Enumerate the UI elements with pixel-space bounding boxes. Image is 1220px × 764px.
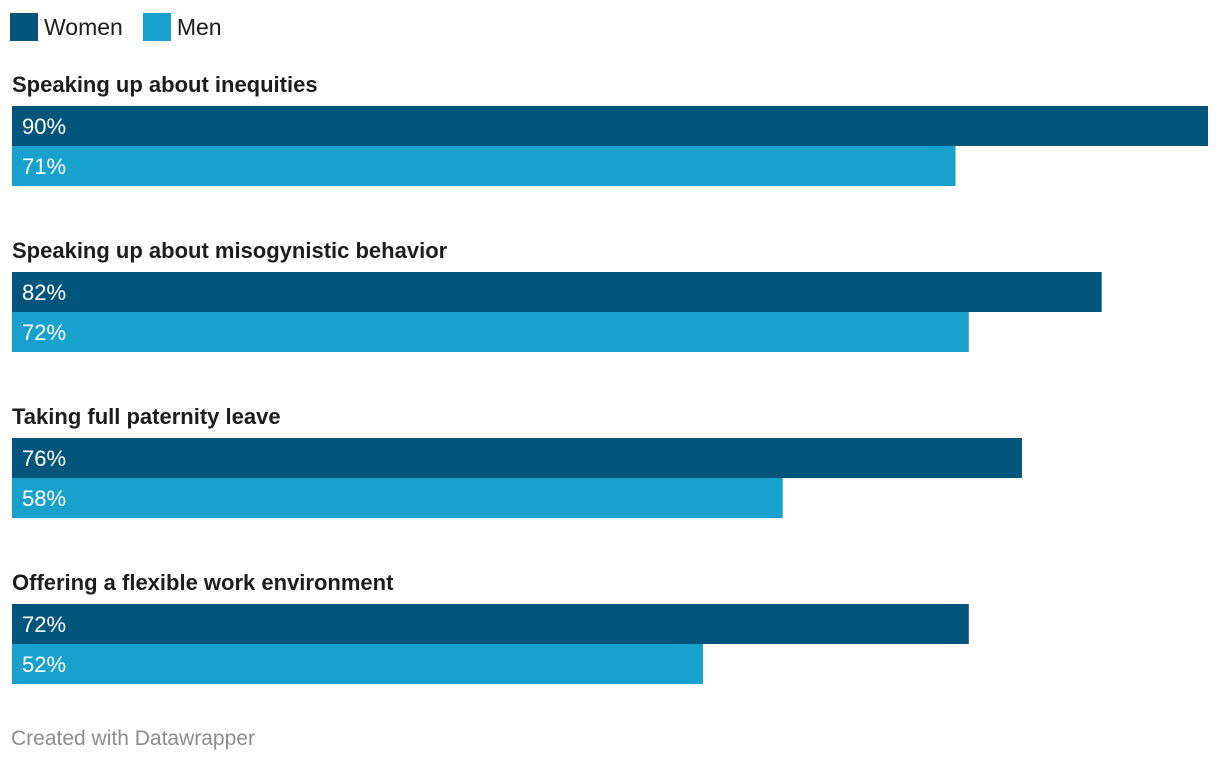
legend-item-women: Women bbox=[10, 13, 123, 41]
legend-swatch-men bbox=[142, 13, 171, 41]
value-label-men: 52% bbox=[22, 652, 66, 677]
bar-men bbox=[12, 478, 783, 518]
category-label: Speaking up about inequities bbox=[12, 72, 318, 97]
legend-item-men: Men bbox=[142, 13, 222, 41]
bar-women bbox=[12, 604, 969, 644]
bar-women bbox=[12, 106, 1208, 146]
legend-label-women: Women bbox=[44, 13, 123, 40]
value-label-men: 72% bbox=[22, 320, 66, 345]
bar-women bbox=[12, 272, 1102, 312]
bar-men bbox=[12, 644, 704, 684]
category-label: Taking full paternity leave bbox=[12, 404, 281, 429]
value-label-men: 71% bbox=[22, 154, 66, 179]
legend-swatch-women bbox=[10, 13, 38, 41]
value-label-men: 58% bbox=[22, 486, 66, 511]
bar-women bbox=[12, 438, 1022, 478]
legend-label-men: Men bbox=[176, 13, 222, 40]
category-label: Speaking up about misogynistic behavior bbox=[12, 238, 448, 263]
legend: Women Men bbox=[10, 13, 242, 41]
value-label-women: 72% bbox=[22, 612, 66, 637]
value-label-women: 90% bbox=[22, 114, 66, 139]
bar-men bbox=[12, 312, 969, 352]
value-label-women: 82% bbox=[22, 280, 66, 305]
bar-men bbox=[12, 146, 956, 186]
footer-credit: Created with Datawrapper bbox=[11, 727, 255, 750]
value-label-women: 76% bbox=[22, 446, 66, 471]
category-label: Offering a flexible work environment bbox=[12, 570, 394, 595]
